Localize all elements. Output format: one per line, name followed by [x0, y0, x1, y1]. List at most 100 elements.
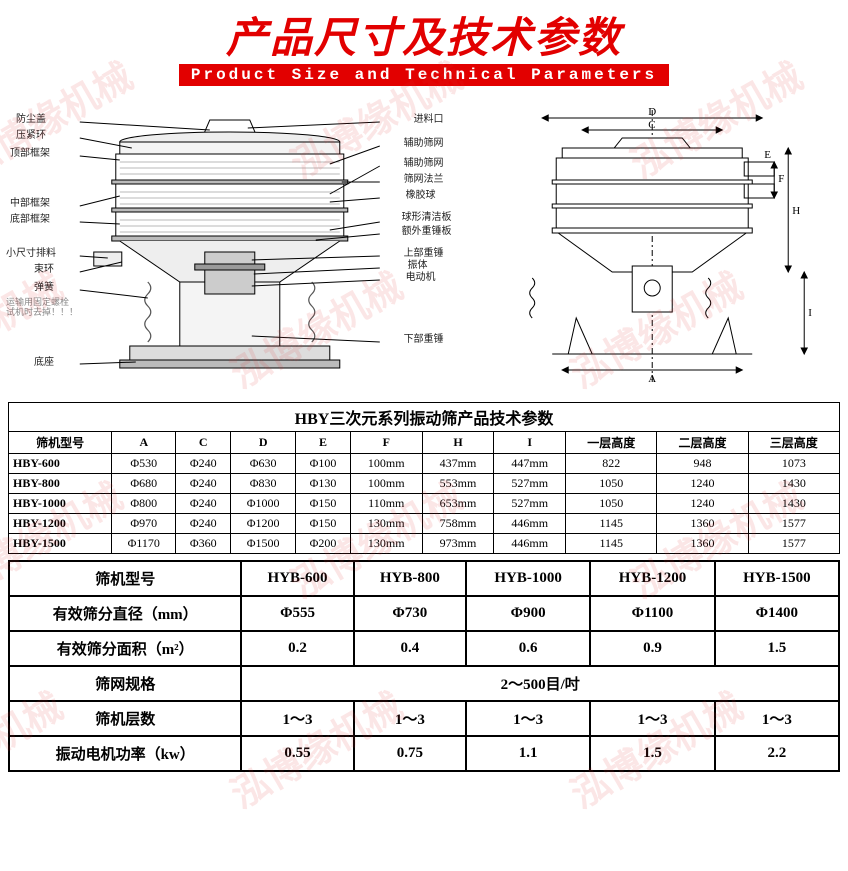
diagram-label: 下部重锤 [404, 334, 444, 345]
table2-header: HYB-1500 [715, 561, 839, 596]
page-title-cn: 产品尺寸及技术参数 [0, 18, 848, 60]
table-cell: Φ530 [112, 454, 176, 474]
table-cell: 1240 [657, 494, 748, 514]
diagram-label: 顶部框架 [10, 148, 50, 159]
table-cell: Φ630 [231, 454, 296, 474]
table-cell: Φ900 [466, 596, 590, 631]
table-cell: 653mm [422, 494, 494, 514]
table-cell: 758mm [422, 514, 494, 534]
diagram-label: 橡胶球 [406, 190, 436, 201]
table-row: HBY-1200Φ970Φ240Φ1200Φ150130mm758mm446mm… [9, 514, 840, 534]
table-cell: 1～3 [354, 701, 466, 736]
svg-text:I: I [808, 307, 812, 319]
table-cell: 1360 [657, 534, 748, 554]
table-cell: 0.2 [241, 631, 353, 666]
diagram-label: 电动机 [406, 272, 436, 283]
table2-header: HYB-800 [354, 561, 466, 596]
diagram-label: 筛网法兰 [404, 174, 444, 185]
diagram-label: 辅助筛网 [404, 138, 444, 149]
table-row: 振动电机功率（kw）0.550.751.11.52.2 [9, 736, 839, 771]
table-row-label: 筛机层数 [9, 701, 241, 736]
diagram-label: 额外重锤板 [402, 226, 452, 237]
svg-text:H: H [792, 205, 800, 217]
table-row: HBY-1500Φ1170Φ360Φ1500Φ200130mm973mm446m… [9, 534, 840, 554]
table-cell: HBY-800 [9, 474, 112, 494]
table-cell: 437mm [422, 454, 494, 474]
table-cell: 1～3 [466, 701, 590, 736]
table1-header: A [112, 432, 176, 454]
table-cell: Φ680 [112, 474, 176, 494]
table-row: 筛网规格2～500目/吋 [9, 666, 839, 701]
svg-text:D: D [648, 106, 656, 118]
table-cell: 1.5 [715, 631, 839, 666]
table-cell: 0.6 [466, 631, 590, 666]
table-cell: 446mm [494, 514, 566, 534]
header: 产品尺寸及技术参数 Product Size and Technical Par… [0, 0, 848, 94]
table-cell: Φ150 [296, 514, 351, 534]
table-cell: HBY-600 [9, 454, 112, 474]
table-cell: 2～500目/吋 [241, 666, 839, 701]
diagram-label: 小尺寸排料 [6, 248, 56, 259]
spec-table-1: HBY三次元系列振动筛产品技术参数 筛机型号 A C D E F H I 一层高… [8, 402, 840, 554]
table-cell: Φ730 [354, 596, 466, 631]
table-cell: 1430 [748, 494, 839, 514]
diagram-note: 运输用固定螺栓 试机时去掉！！！ [6, 298, 78, 318]
table-cell: 822 [566, 454, 657, 474]
table-cell: 1145 [566, 514, 657, 534]
table-cell: Φ555 [241, 596, 353, 631]
table-cell: 948 [657, 454, 748, 474]
table-row: 筛机层数1～31～31～31～31～3 [9, 701, 839, 736]
diagram-label: 球形清洁板 [402, 212, 452, 223]
table-cell: Φ150 [296, 494, 351, 514]
table-cell: 130mm [350, 534, 422, 554]
diagram-label: 底座 [34, 357, 54, 368]
table-row-label: 筛网规格 [9, 666, 241, 701]
table-cell: 1577 [748, 534, 839, 554]
diagrams-row: 防尘盖 压紧环 顶部框架 中部框架 底部框架 小尺寸排料 束环 弹簧 运输用固定… [0, 94, 848, 396]
table2-header-row: 筛机型号 HYB-600 HYB-800 HYB-1000 HYB-1200 H… [9, 561, 839, 596]
table-cell: 1050 [566, 494, 657, 514]
diagram-label: 辅助筛网 [404, 158, 444, 169]
table-cell: 527mm [494, 474, 566, 494]
table-cell: 110mm [350, 494, 422, 514]
table-cell: Φ240 [176, 494, 231, 514]
table-row-label: 有效筛分直径（mm） [9, 596, 241, 631]
table-cell: Φ1400 [715, 596, 839, 631]
table-cell: 1～3 [715, 701, 839, 736]
table-cell: Φ130 [296, 474, 351, 494]
table2-header: 筛机型号 [9, 561, 241, 596]
table1-header: 筛机型号 [9, 432, 112, 454]
table-cell: 447mm [494, 454, 566, 474]
table-row: HBY-800Φ680Φ240Φ830Φ130100mm553mm527mm10… [9, 474, 840, 494]
table-cell: HBY-1500 [9, 534, 112, 554]
table-cell: 446mm [494, 534, 566, 554]
table-row-label: 振动电机功率（kw） [9, 736, 241, 771]
diagram-label: 上部重锤 [404, 248, 444, 259]
diagram-left: 防尘盖 压紧环 顶部框架 中部框架 底部框架 小尺寸排料 束环 弹簧 运输用固定… [6, 102, 454, 392]
table-cell: 1360 [657, 514, 748, 534]
table-cell: Φ360 [176, 534, 231, 554]
diagram-label: 压紧环 [16, 130, 46, 141]
diagram-label: 束环 [34, 264, 54, 275]
diagram-label: 中部框架 [10, 198, 50, 209]
table-cell: 1145 [566, 534, 657, 554]
table-cell: 527mm [494, 494, 566, 514]
table1-header-row: 筛机型号 A C D E F H I 一层高度 二层高度 三层高度 [9, 432, 840, 454]
svg-text:E: E [764, 149, 771, 161]
table-cell: 0.9 [590, 631, 714, 666]
table1-header: 三层高度 [748, 432, 839, 454]
table-cell: Φ830 [231, 474, 296, 494]
table-cell: Φ1170 [112, 534, 176, 554]
diagram-label: 防尘盖 [16, 114, 46, 125]
spec-table-2: 筛机型号 HYB-600 HYB-800 HYB-1000 HYB-1200 H… [8, 560, 840, 772]
table-cell: 1～3 [590, 701, 714, 736]
svg-text:F: F [778, 173, 784, 185]
table-cell: 973mm [422, 534, 494, 554]
table-cell: 100mm [350, 474, 422, 494]
diagram-label: 底部框架 [10, 214, 50, 225]
table-cell: 1.1 [466, 736, 590, 771]
table-cell: 1.5 [590, 736, 714, 771]
diagram-label: 弹簧 [34, 282, 54, 293]
diagram-label: 进料口 [414, 114, 444, 125]
table-cell: 1577 [748, 514, 839, 534]
